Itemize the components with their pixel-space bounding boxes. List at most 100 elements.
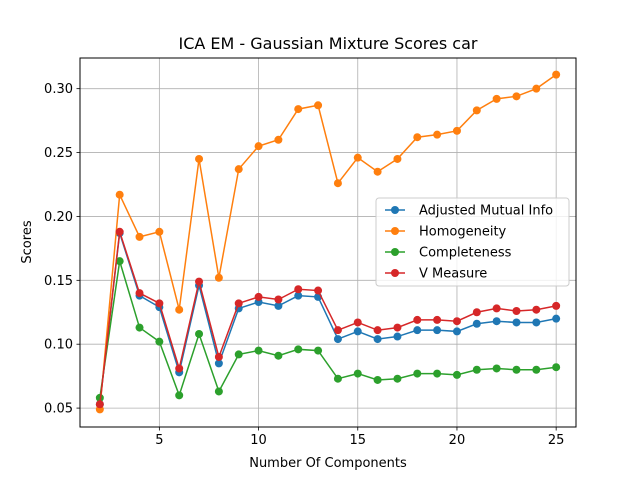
x-axis-label: Number Of Components — [249, 456, 407, 471]
grid-layer — [80, 58, 576, 427]
data-point — [433, 315, 442, 324]
plot-frame — [79, 57, 577, 428]
data-point — [234, 299, 243, 308]
data-point — [552, 301, 561, 310]
data-point — [314, 101, 323, 110]
series-completeness — [95, 257, 561, 402]
x-tick-label: 20 — [449, 433, 466, 448]
y-tick-label: 0.05 — [44, 402, 73, 417]
data-point — [393, 374, 402, 383]
data-point — [214, 359, 223, 368]
legend-item: Homogeneity — [385, 225, 507, 240]
data-point — [115, 227, 124, 236]
data-point — [214, 352, 223, 361]
data-point — [254, 142, 263, 151]
data-point — [373, 335, 382, 344]
data-point — [274, 351, 283, 360]
data-point — [333, 335, 342, 344]
legend-marker — [391, 206, 399, 214]
legend-label: Adjusted Mutual Info — [419, 204, 553, 219]
data-point — [492, 364, 501, 373]
legend-label: Homogeneity — [419, 225, 507, 240]
data-point — [413, 326, 422, 335]
y-tick-label: 0.30 — [44, 82, 73, 97]
data-point — [353, 327, 362, 336]
legend-item: Adjusted Mutual Info — [385, 204, 553, 219]
series-homogeneity — [95, 70, 561, 414]
data-point — [214, 273, 223, 282]
data-point — [552, 314, 561, 323]
data-point — [294, 345, 303, 354]
data-point — [512, 306, 521, 315]
data-point — [294, 291, 303, 300]
data-point — [155, 337, 164, 346]
data-point — [195, 329, 204, 338]
data-point — [254, 346, 263, 355]
legend-label: V Measure — [419, 267, 487, 282]
data-point — [155, 299, 164, 308]
data-point — [433, 130, 442, 139]
data-point — [472, 308, 481, 317]
data-point — [413, 133, 422, 142]
data-point — [413, 369, 422, 378]
series-layer — [95, 70, 561, 414]
data-point — [175, 391, 184, 400]
data-point — [294, 105, 303, 114]
data-point — [393, 323, 402, 332]
data-point — [314, 346, 323, 355]
data-point — [433, 369, 442, 378]
legend-marker — [391, 269, 399, 277]
data-point — [552, 363, 561, 372]
data-point — [135, 232, 144, 241]
data-point — [195, 277, 204, 286]
y-tick-label: 0.15 — [44, 274, 73, 289]
data-point — [294, 285, 303, 294]
data-point — [274, 295, 283, 304]
data-point — [452, 317, 461, 326]
y-tick-label: 0.20 — [44, 210, 73, 225]
data-point — [472, 365, 481, 374]
data-point — [353, 153, 362, 162]
data-point — [373, 167, 382, 176]
data-point — [532, 305, 541, 314]
data-point — [333, 326, 342, 335]
data-point — [492, 317, 501, 326]
data-point — [452, 126, 461, 135]
data-point — [333, 179, 342, 188]
data-point — [492, 94, 501, 103]
legend: Adjusted Mutual Info Homogeneity Completen… — [375, 197, 570, 287]
data-point — [135, 289, 144, 298]
data-point — [512, 92, 521, 101]
data-point — [274, 135, 283, 144]
y-tick-label: 0.10 — [44, 338, 73, 353]
legend-item: V Measure — [385, 267, 487, 282]
data-point — [452, 370, 461, 379]
data-point — [274, 301, 283, 310]
chart-title: ICA EM - Gaussian Mixture Scores car — [179, 34, 478, 53]
data-point — [314, 286, 323, 295]
data-point — [333, 374, 342, 383]
data-point — [472, 319, 481, 328]
data-point — [413, 315, 422, 324]
data-point — [472, 106, 481, 115]
data-point — [393, 154, 402, 163]
y-tick-label: 0.25 — [44, 146, 73, 161]
data-point — [532, 84, 541, 93]
data-point — [115, 257, 124, 266]
data-point — [373, 375, 382, 384]
data-point — [393, 332, 402, 341]
data-point — [452, 327, 461, 336]
data-point — [195, 154, 204, 163]
data-point — [433, 326, 442, 335]
data-point — [532, 318, 541, 327]
data-point — [512, 318, 521, 327]
data-point — [155, 227, 164, 236]
data-point — [234, 165, 243, 174]
tick-layer: 5 10 15 20 25 0.05 0.10 0.15 0.20 0.25 0.30 — [44, 82, 564, 448]
y-axis-label: Scores — [20, 220, 35, 263]
data-point — [353, 318, 362, 327]
series-v-measure — [95, 227, 561, 409]
data-point — [492, 304, 501, 313]
legend-item: Completeness — [385, 246, 512, 261]
